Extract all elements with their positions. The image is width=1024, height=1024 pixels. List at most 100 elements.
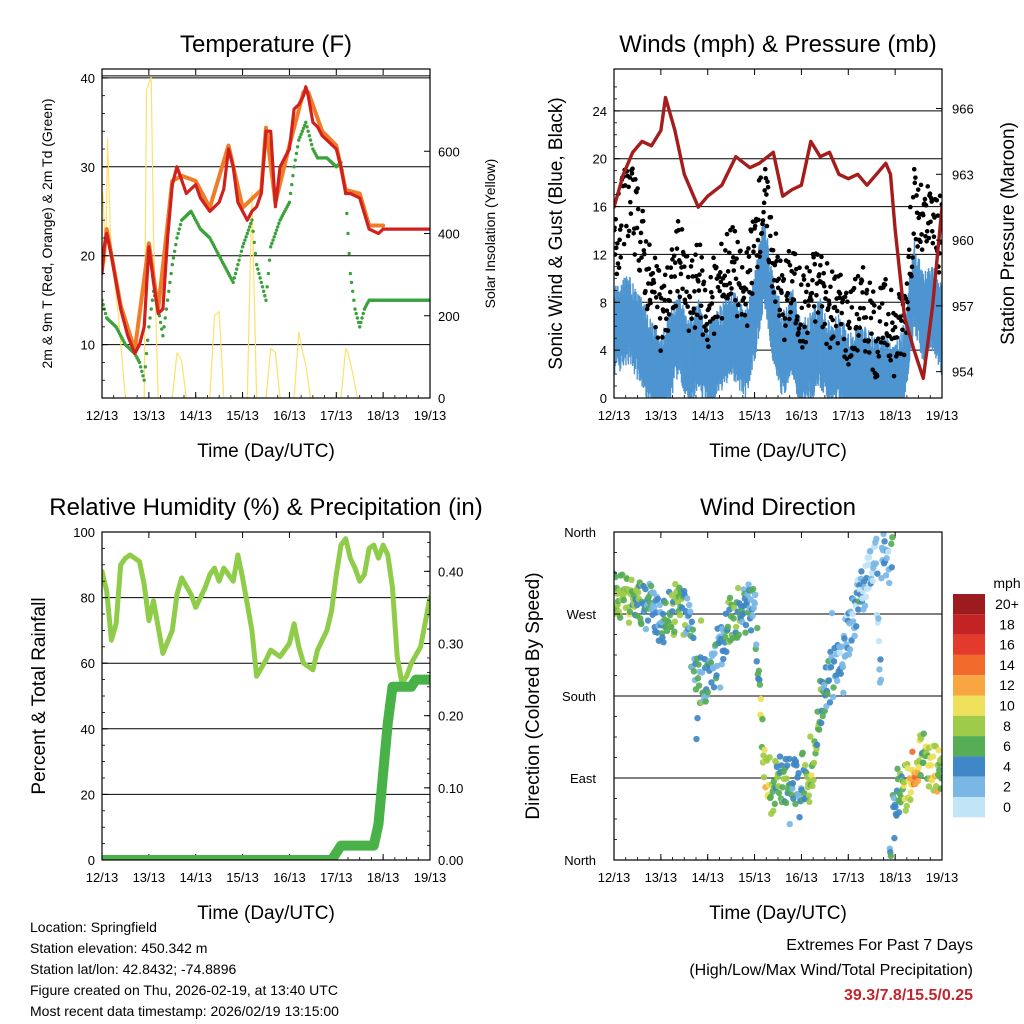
direction-point [846,646,854,653]
td-point [237,258,241,262]
y-tick-label: 30 [81,160,95,175]
gust-point [705,337,710,343]
gust-point [727,281,733,286]
gust-point [704,321,710,327]
gust-point [617,227,623,232]
y2-tick-label: 960 [952,233,974,248]
gust-point [764,223,770,229]
gust-point [855,348,860,353]
gust-point [735,239,741,245]
direction-point [809,782,816,790]
plot-frame [101,531,431,861]
gust-point [784,297,790,303]
y-tick-label: 20 [81,249,95,264]
gust-point [747,268,753,273]
colorbar-swatch [953,715,985,737]
gust-point [684,289,689,295]
gust-point [799,305,805,311]
td-point [171,256,176,260]
gust-point [915,187,921,192]
gust-point [849,305,855,310]
direction-point [881,538,888,545]
gust-point [886,311,891,317]
gust-point [905,306,911,312]
direction-point [806,798,813,806]
gust-point [863,315,869,320]
td-point [236,262,240,267]
gust-point [856,316,862,322]
gust-point [934,198,940,203]
gust-point [711,255,716,261]
gust-point [646,266,652,272]
direction-point [720,655,727,663]
colorbar-swatch [953,797,985,818]
gust-point [913,175,918,180]
td-point [178,222,183,227]
gust-point [672,274,678,279]
direction-point [690,668,698,675]
x-tick-label: 15/13 [226,408,259,423]
y-tick-label: East [570,771,596,786]
td-point [348,271,353,276]
gust-point [867,280,873,286]
y2-tick-label: 954 [952,365,974,380]
gust-point [781,276,787,282]
gust-point [805,282,811,288]
td-point [247,225,252,229]
gust-point [786,248,792,254]
gust-point [669,274,674,279]
y-tick-label: 60 [81,656,95,671]
gust-point [787,316,792,322]
direction-point [755,667,763,675]
gust-point [870,367,875,373]
gust-point [661,283,667,289]
direction-point [642,585,649,593]
direction-point [929,753,937,760]
gust-point [639,255,644,260]
direction-point [907,796,914,804]
gust-point [788,300,794,306]
gust-point [804,265,810,270]
td-point [249,221,253,226]
td-point [162,325,166,329]
gust-point [728,291,734,296]
gust-point [785,290,791,296]
direction-point [874,570,881,577]
gust-point [755,264,760,270]
x-tick-label: 12/13 [598,408,631,423]
td-point [147,325,151,329]
gust-point [692,325,698,330]
gust-point [825,305,831,311]
direction-point [749,612,756,620]
series-direction [614,532,942,860]
y-tick-label: 20 [81,787,95,802]
colorbar-label: 14 [999,657,1015,673]
gust-point [687,294,693,300]
gust-point [653,324,658,330]
direction-point [877,656,884,663]
gust-point [789,279,795,284]
gust-point [833,323,839,329]
gust-point [812,319,818,324]
y2-axis-label: Station Pressure (Maroon) [998,122,1019,345]
direction-point [936,766,942,774]
gust-point [911,166,917,172]
gust-point [746,254,752,259]
x-tick-label: 16/13 [273,870,306,885]
x-tick-label: 19/13 [414,870,447,885]
direction-point [861,602,869,609]
direction-point [753,658,760,665]
gust-point [939,202,942,207]
gust-point [928,195,934,201]
td-point [244,235,248,239]
td-point [360,316,364,320]
gust-point [638,230,644,236]
gust-point [744,250,749,255]
direction-point [732,623,740,631]
td-point [140,369,144,374]
gust-point [773,299,778,304]
y-tick-label: 24 [593,104,607,119]
direction-point [845,651,853,658]
td-point [257,271,261,276]
td-point [165,298,170,302]
